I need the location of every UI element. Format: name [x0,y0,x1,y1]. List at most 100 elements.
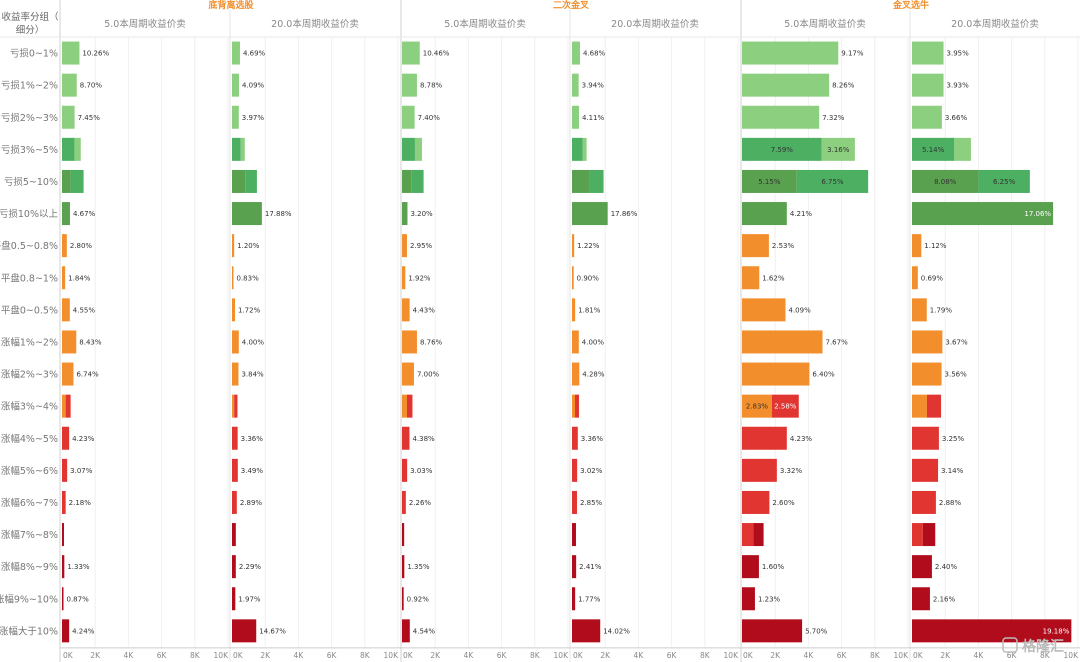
bar-segment [574,394,579,418]
data-label: 1.60% [762,563,785,571]
data-label: 6.40% [812,371,835,379]
bar-segment [912,298,927,322]
category-label: 亏损2%~3% [1,112,58,124]
bar-segment [742,394,772,418]
x-tick-label: 8K [700,651,711,660]
x-tick-label: 2K [430,651,441,660]
x-tick-label: 10K [724,651,740,660]
bar-segment [742,362,810,386]
bar-segment [245,169,257,193]
x-tick-label: 2K [940,651,951,660]
group-title: 底背离选股 [208,0,254,11]
data-label: 8.76% [420,338,443,346]
bar-segment [232,234,235,258]
data-label: 2.41% [579,563,602,571]
bar-segment [402,490,406,514]
category-label: 亏损1%~2% [1,80,58,92]
bar-segment [912,330,943,354]
bar-segment [572,426,578,450]
data-label: 10.46% [423,50,450,58]
data-label: 4.38% [412,435,435,443]
category-label: 涨幅6%~7% [1,497,58,509]
category-label: 涨幅4%~5% [1,433,58,445]
data-label: 3.02% [580,467,603,475]
category-label: 涨幅大于10% [0,625,58,637]
column-title: 5.0本周期收益价卖 [444,18,526,30]
bar-segment [62,202,70,226]
data-label: 10.26% [82,50,109,58]
bar-segment [742,523,754,547]
bar-segment [402,619,410,643]
column-title: 20.0本周期收益价卖 [611,18,699,30]
x-tick-label: 4K [294,651,305,660]
data-label: 3.07% [70,467,93,475]
bar-segment [232,523,236,547]
data-label: 7.59% [771,146,794,154]
category-label: 亏损5~10% [4,176,58,188]
bar-segment [232,490,237,514]
bar-segment [912,458,939,482]
bar-segment [572,362,580,386]
x-tick-label: 8K [870,651,881,660]
data-label: 7.00% [417,371,440,379]
data-label: 7.32% [822,114,845,122]
data-label: 1.72% [238,306,261,314]
data-label: 2.18% [69,499,92,507]
bar-segment [70,169,84,193]
bar-segment [411,169,424,193]
x-tick-label: 0K [233,651,244,660]
data-label: 7.67% [826,338,849,346]
bar-segment [62,73,77,97]
data-label: 8.08% [934,178,957,186]
data-label: 4.69% [243,50,266,58]
bar-segment [232,137,241,161]
bar-segment [912,523,923,547]
x-tick-label: 0K [913,651,924,660]
data-label: 0.83% [236,274,259,282]
data-label: 2.53% [772,242,795,250]
data-label: 14.67% [259,627,286,635]
bar-segment [402,587,404,611]
bar-segment [62,298,70,322]
x-tick-label: 8K [360,651,371,660]
data-label: 0.87% [66,595,89,603]
bar-segment [912,73,944,97]
bar-segment [912,426,939,450]
data-label: 4.55% [73,306,96,314]
data-label: 2.85% [580,499,603,507]
bar-segment [62,394,66,418]
bar-segment [240,137,245,161]
bar-segment [62,169,71,193]
data-label: 3.36% [241,435,264,443]
data-label: 2.88% [939,499,962,507]
bar-segment [402,523,405,547]
x-tick-label: 4K [464,651,475,660]
bar-segment [402,73,417,97]
x-tick-label: 2K [90,651,101,660]
data-label: 4.00% [242,338,265,346]
bar-segment [62,41,80,65]
data-label: 3.67% [945,338,968,346]
x-tick-label: 0K [63,651,74,660]
x-tick-label: 0K [573,651,584,660]
bar-segment [912,619,1072,643]
data-label: 4.11% [582,114,605,122]
data-label: 9.17% [841,50,864,58]
data-label: 3.97% [242,114,265,122]
data-label: 6.75% [821,178,844,186]
category-label: 涨幅9%~10% [0,593,58,605]
bar-segment [62,426,70,450]
data-label: 1.20% [237,242,260,250]
data-label: 4.67% [73,210,96,218]
bar-segment [926,394,942,418]
bar-segment [742,298,786,322]
bar-segment [912,362,942,386]
bar-segment [742,105,820,129]
data-label: 8.70% [80,82,103,90]
x-tick-label: 6K [157,651,168,660]
data-label: 4.43% [413,306,436,314]
x-tick-label: 0K [743,651,754,660]
bar-segment [232,202,262,226]
data-label: 7.40% [418,114,441,122]
